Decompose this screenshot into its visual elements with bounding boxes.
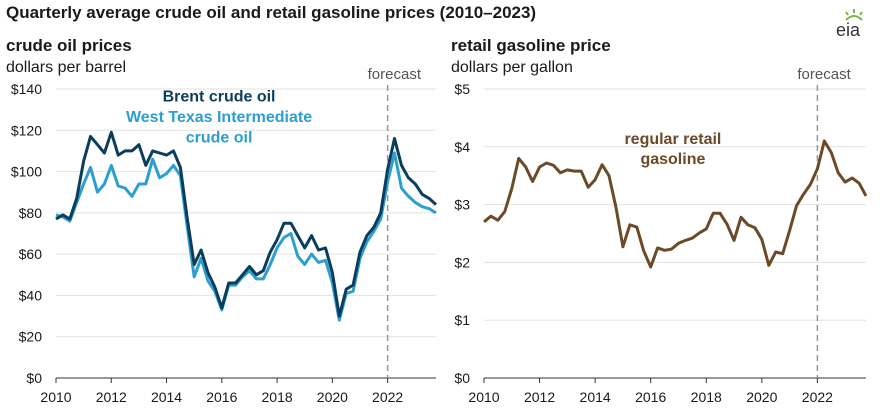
gasoline-x-tick-label: 2022: [802, 389, 833, 405]
crude-y-tick-label: $120: [11, 122, 42, 138]
gasoline-x-tick-label: 2014: [580, 389, 611, 405]
right-panel-subtitle: dollars per gallon: [451, 59, 573, 76]
crude-y-tick-label: $40: [19, 287, 43, 303]
crude-x-tick-label: 2016: [206, 389, 237, 405]
gasoline-y-tick-label: $2: [454, 254, 470, 270]
crude-y-tick-label: $0: [26, 370, 42, 386]
left-panel-title: crude oil prices: [6, 36, 132, 55]
crude-x-tick-label: 2022: [372, 389, 403, 405]
crude-y-tick-label: $140: [11, 81, 42, 97]
crude-y-tick-label: $100: [11, 164, 42, 180]
right-panel-title: retail gasoline price: [451, 36, 611, 55]
gasoline-x-tick-label: 2018: [691, 389, 722, 405]
eia-sun-icon: [845, 9, 863, 21]
crude-x-tick-label: 2012: [96, 389, 127, 405]
crude-series-annotation: crude oil: [186, 130, 253, 147]
crude-y-tick-label: $80: [19, 205, 43, 221]
crude-x-tick-label: 2010: [40, 389, 71, 405]
gasoline-x-tick-label: 2012: [524, 389, 555, 405]
gasoline-y-tick-label: $0: [454, 370, 470, 386]
crude-y-tick-label: $60: [19, 246, 43, 262]
eia-logo-text: eia: [836, 20, 861, 40]
gasoline-series-line: [483, 139, 868, 269]
crude-series-annotation: Brent crude oil: [163, 88, 276, 105]
gasoline-series-annotation: gasoline: [640, 151, 705, 168]
left-panel-subtitle: dollars per barrel: [6, 59, 127, 76]
crude-x-tick-label: 2020: [317, 389, 348, 405]
crude-x-tick-label: 2018: [262, 389, 293, 405]
crude-series-line: [55, 130, 438, 318]
gasoline-x-tick-label: 2010: [468, 389, 499, 405]
crude-y-tick-label: $20: [19, 329, 43, 345]
gasoline-series-annotation: regular retail: [624, 131, 721, 148]
gasoline-chart: $0 $1 $2 $3 $4 $5 2010 2012 2014 2016 2018 2020 2022…: [454, 66, 868, 405]
crude-forecast-label: forecast: [368, 66, 422, 83]
gasoline-forecast-label: forecast: [797, 66, 851, 83]
gasoline-y-tick-label: $1: [454, 312, 470, 328]
main-title: Quarterly average crude oil and retail g…: [6, 3, 537, 22]
gasoline-y-tick-label: $4: [454, 139, 470, 155]
gasoline-x-tick-label: 2016: [635, 389, 666, 405]
crude-series-line: [55, 151, 437, 322]
crude-series-annotation: West Texas Intermediate: [126, 109, 312, 126]
gasoline-y-tick-label: $3: [454, 197, 470, 213]
gasoline-y-tick-label: $5: [454, 81, 470, 97]
crude-oil-chart: $0 $20 $40 $60 $80 $100 $120 $140 2010 2012 2014 20…: [11, 66, 438, 405]
gasoline-x-tick-label: 2020: [746, 389, 777, 405]
crude-x-tick-label: 2014: [151, 389, 182, 405]
